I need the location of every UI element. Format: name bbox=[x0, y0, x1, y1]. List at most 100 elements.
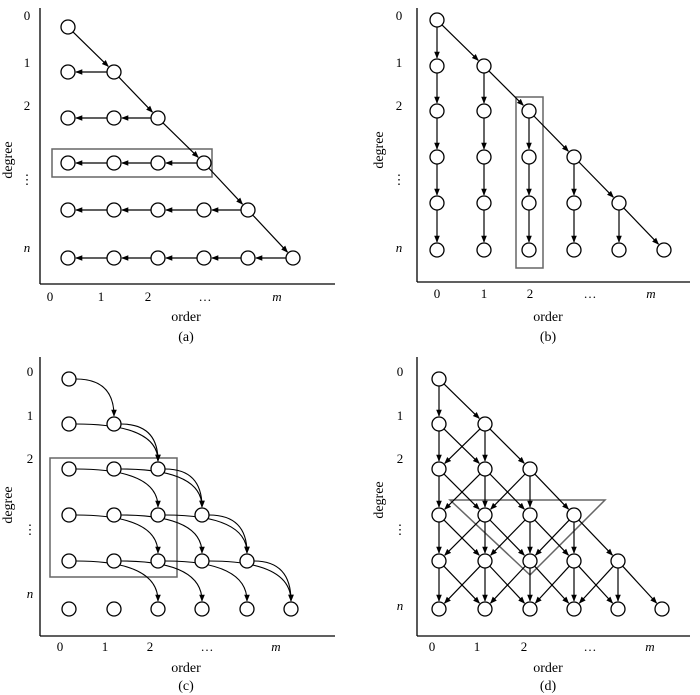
panel-d-node bbox=[610, 601, 626, 617]
panel-b-xtick-dots: … bbox=[584, 286, 597, 301]
panel-d-diag-left-arrow bbox=[490, 519, 526, 556]
panel-d-node bbox=[522, 601, 538, 617]
panel-a-node bbox=[150, 202, 166, 218]
panel-b-xtick-1: 1 bbox=[481, 286, 488, 301]
panel-b-node bbox=[656, 242, 672, 258]
panel-d-xtick-1: 1 bbox=[474, 639, 481, 654]
panel-b-diagonal-arrow bbox=[578, 161, 614, 198]
panel-a-node bbox=[106, 202, 122, 218]
panel-d-xlabel: order bbox=[533, 661, 563, 676]
panel-d-caption: (d) bbox=[540, 679, 557, 694]
panel-b-node bbox=[566, 149, 582, 165]
panel-b-node bbox=[476, 103, 492, 119]
panel-d-node bbox=[522, 553, 538, 569]
panel-b-node bbox=[521, 195, 537, 211]
panel-c-xtick-1: 1 bbox=[102, 639, 109, 654]
panel-a-node bbox=[60, 19, 76, 35]
panel-a-node bbox=[240, 250, 256, 266]
panel-c-node bbox=[150, 507, 166, 523]
panel-b-ylabel: degree bbox=[372, 131, 387, 168]
panel-a-diagonal-arrow bbox=[118, 76, 153, 113]
panel-c-node bbox=[283, 601, 299, 617]
panel-d-node bbox=[566, 553, 582, 569]
panel-a-diagonal-arrow bbox=[252, 214, 288, 253]
panel-d-nodes bbox=[431, 371, 670, 617]
panel-c-arc bbox=[164, 468, 205, 508]
panel-a-node bbox=[106, 250, 122, 266]
panel-b-node bbox=[476, 58, 492, 74]
panel-d-node bbox=[431, 507, 447, 523]
panel-d-diag-left-arrow bbox=[444, 473, 481, 510]
panel-c-arc bbox=[120, 514, 205, 554]
panel-c-ytick-1: 1 bbox=[27, 408, 34, 423]
panel-d-diag-left-arrow bbox=[490, 473, 526, 510]
panel-a-node bbox=[285, 250, 301, 266]
panel-d-node bbox=[431, 601, 447, 617]
panel-d-node bbox=[566, 601, 582, 617]
panel-c-node bbox=[239, 601, 255, 617]
panel-c-xtick-dots: … bbox=[201, 639, 214, 654]
panel-c-arc bbox=[75, 468, 161, 508]
panel-d-node bbox=[431, 416, 447, 432]
panel-a-axes bbox=[39, 8, 335, 285]
panel-d-diag-left-arrow bbox=[534, 565, 570, 604]
panel-b-node bbox=[476, 195, 492, 211]
panel-a: 0 1 2 ⋮ n degree 0 1 2 … m order (a) bbox=[1, 8, 335, 345]
panel-c-arc bbox=[208, 514, 250, 554]
panel-d-ytick-0: 0 bbox=[397, 364, 404, 379]
panel-c-ylabel: degree bbox=[1, 486, 16, 523]
panel-a-ytick-1: 1 bbox=[24, 55, 31, 70]
panel-b-node bbox=[521, 103, 537, 119]
panel-d-diag-right-arrow bbox=[622, 565, 658, 604]
panel-b-diagonal-arrow bbox=[533, 115, 569, 152]
panel-c-node bbox=[150, 601, 166, 617]
panel-c-xtick-m: m bbox=[271, 639, 280, 654]
panel-d-ytick-n: n bbox=[397, 598, 404, 613]
panel-a-caption: (a) bbox=[178, 330, 194, 345]
panel-c-node bbox=[239, 553, 255, 569]
panel-d-highlight-triangle bbox=[448, 499, 607, 577]
panel-d-node bbox=[477, 553, 493, 569]
panel-d-node bbox=[431, 461, 447, 477]
panel-c-arc bbox=[164, 560, 250, 602]
panel-c-ytick-n: n bbox=[27, 586, 34, 601]
panel-b-diagonal-arrow bbox=[488, 70, 524, 106]
panel-d-node bbox=[654, 601, 670, 617]
panel-a-node bbox=[150, 110, 166, 126]
panel-b-xtick-m: m bbox=[646, 286, 655, 301]
panel-c-ytick-0: 0 bbox=[27, 364, 34, 379]
panel-a-diagonal-arrow bbox=[162, 122, 199, 158]
panel-c-node bbox=[150, 461, 166, 477]
panel-c-xlabel: order bbox=[171, 661, 201, 676]
panel-a-diagonal-arrow bbox=[208, 167, 243, 205]
panel-d-node bbox=[522, 507, 538, 523]
panel-c-arc bbox=[75, 423, 161, 462]
panel-a-xtick-1: 1 bbox=[98, 289, 105, 304]
panel-d-diag-right-arrow bbox=[534, 473, 569, 510]
panel-c-ytick-2: 2 bbox=[27, 451, 34, 466]
panel-d: 0 1 2 ⋮ n degree 0 1 2 … m order (d) bbox=[372, 357, 690, 694]
panel-c-node bbox=[106, 601, 122, 617]
panel-b-node bbox=[429, 195, 445, 211]
panel-b-node bbox=[476, 149, 492, 165]
panel-c-node bbox=[61, 371, 77, 387]
panel-c-node bbox=[150, 553, 166, 569]
panel-b-node bbox=[429, 242, 445, 258]
panel-b-node bbox=[476, 242, 492, 258]
panel-a-ytick-0: 0 bbox=[24, 8, 31, 23]
panel-b-xtick-0: 0 bbox=[434, 286, 441, 301]
panel-a-highlight-box bbox=[51, 148, 213, 178]
panel-a-node bbox=[240, 202, 256, 218]
panel-d-node bbox=[610, 553, 626, 569]
panel-a-node bbox=[196, 202, 212, 218]
panel-b-axes bbox=[416, 8, 690, 283]
panel-b-ytick-n: n bbox=[396, 240, 403, 255]
panel-d-xtick-2: 2 bbox=[521, 639, 528, 654]
panel-a-ylabel: degree bbox=[1, 141, 16, 178]
panel-a-node bbox=[106, 64, 122, 80]
panel-b-node bbox=[429, 12, 445, 28]
panel-c-node bbox=[61, 416, 77, 432]
panel-a-node bbox=[106, 155, 122, 171]
panel-d-diag-left-arrow bbox=[444, 428, 481, 464]
panel-a-node bbox=[60, 155, 76, 171]
